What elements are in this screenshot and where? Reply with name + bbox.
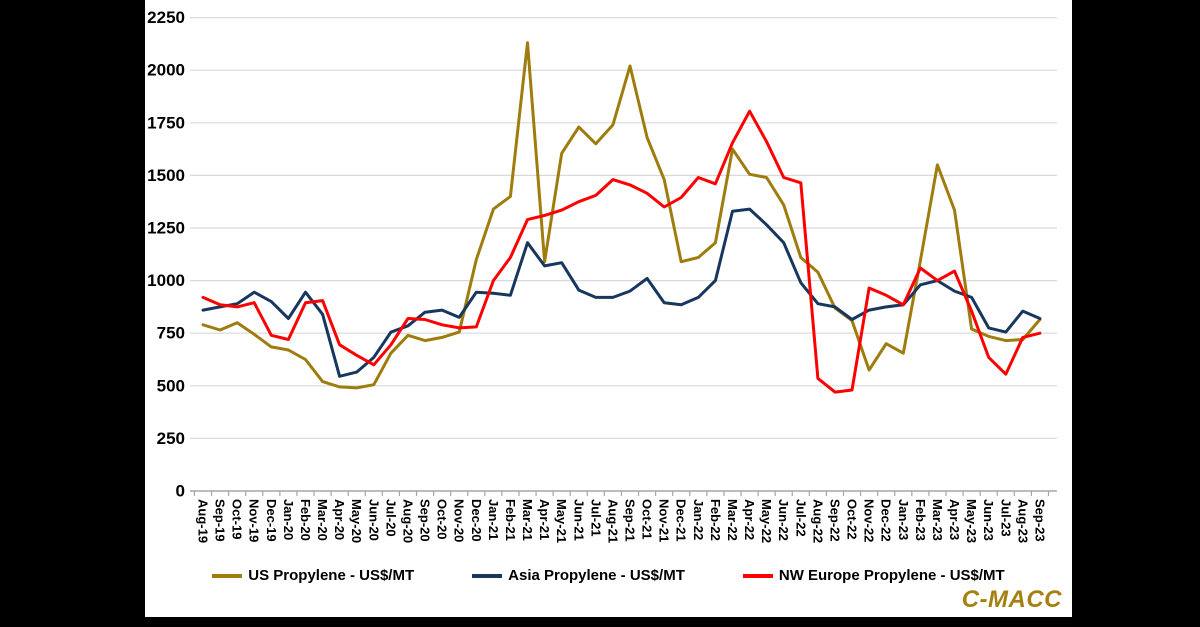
svg-text:Jul-23: Jul-23	[998, 499, 1013, 537]
svg-text:Oct-19: Oct-19	[230, 499, 245, 539]
svg-text:Mar-21: Mar-21	[520, 499, 535, 541]
svg-text:Apr-22: Apr-22	[742, 499, 757, 540]
left-black-bar	[0, 0, 145, 627]
svg-text:Sep-23: Sep-23	[1032, 499, 1047, 542]
svg-text:Jan-20: Jan-20	[281, 499, 296, 540]
svg-text:Jun-20: Jun-20	[366, 499, 381, 541]
svg-text:1250: 1250	[147, 219, 185, 238]
svg-text:Sep-22: Sep-22	[827, 499, 842, 542]
right-black-bar	[1072, 0, 1200, 627]
svg-text:Aug-22: Aug-22	[810, 499, 825, 543]
svg-text:Aug-19: Aug-19	[196, 499, 211, 543]
svg-text:Nov-19: Nov-19	[247, 499, 262, 542]
svg-text:Feb-23: Feb-23	[913, 499, 928, 541]
svg-text:Sep-19: Sep-19	[213, 499, 228, 542]
svg-text:Apr-20: Apr-20	[332, 499, 347, 540]
svg-text:Feb-22: Feb-22	[708, 499, 723, 541]
svg-text:750: 750	[157, 324, 185, 343]
svg-text:Nov-20: Nov-20	[452, 499, 467, 542]
svg-text:Jul-22: Jul-22	[793, 499, 808, 537]
us-propylene-line-swatch-icon	[212, 573, 243, 578]
svg-text:Apr-21: Apr-21	[537, 499, 552, 540]
asia-propylene-line-swatch-icon	[472, 573, 503, 578]
legend-item-us-propylene: US Propylene - US$/MT	[212, 567, 414, 584]
svg-text:Dec-20: Dec-20	[469, 499, 484, 542]
svg-text:2250: 2250	[147, 8, 185, 27]
svg-text:Dec-19: Dec-19	[264, 499, 279, 542]
legend-label: NW Europe Propylene - US$/MT	[778, 567, 1005, 584]
svg-text:0: 0	[176, 482, 185, 501]
svg-text:Aug-21: Aug-21	[605, 499, 620, 543]
svg-text:250: 250	[157, 429, 185, 448]
svg-text:May-23: May-23	[964, 499, 979, 543]
bottom-black-strip	[0, 617, 1200, 627]
svg-text:Nov-21: Nov-21	[657, 499, 672, 542]
svg-text:May-22: May-22	[759, 499, 774, 543]
svg-text:Dec-21: Dec-21	[674, 499, 689, 542]
svg-text:500: 500	[157, 376, 185, 395]
svg-text:Feb-20: Feb-20	[298, 499, 313, 541]
svg-text:Jun-23: Jun-23	[981, 499, 996, 541]
nw-europe-propylene-line-swatch-icon	[742, 573, 773, 578]
svg-text:Sep-20: Sep-20	[418, 499, 433, 542]
svg-text:2000: 2000	[147, 61, 185, 80]
svg-text:Jan-23: Jan-23	[896, 499, 911, 540]
svg-text:Apr-23: Apr-23	[947, 499, 962, 540]
svg-text:Mar-22: Mar-22	[725, 499, 740, 541]
svg-text:Sep-21: Sep-21	[623, 499, 638, 542]
svg-text:Jan-22: Jan-22	[691, 499, 706, 540]
svg-text:Jan-21: Jan-21	[486, 499, 501, 540]
svg-text:Oct-22: Oct-22	[845, 499, 860, 539]
svg-text:Oct-20: Oct-20	[435, 499, 450, 539]
legend-item-asia-propylene: Asia Propylene - US$/MT	[472, 567, 685, 584]
svg-text:Oct-21: Oct-21	[640, 499, 655, 539]
cmacc-logo: C-MACC	[961, 586, 1062, 613]
chart-legend: US Propylene - US$/MT Asia Propylene - U…	[145, 567, 1072, 584]
svg-text:1500: 1500	[147, 166, 185, 185]
svg-text:Jul-20: Jul-20	[383, 499, 398, 537]
svg-text:Nov-22: Nov-22	[862, 499, 877, 542]
svg-text:Jul-21: Jul-21	[588, 499, 603, 537]
legend-label: US Propylene - US$/MT	[248, 567, 415, 584]
svg-text:Dec-22: Dec-22	[879, 499, 894, 542]
svg-text:Aug-23: Aug-23	[1015, 499, 1030, 543]
legend-label: Asia Propylene - US$/MT	[508, 567, 685, 584]
propylene-price-line-chart: 0 250 500 750 1000 1250 1500 1750 2000 2250 Aug-19…	[147, 8, 1057, 543]
svg-text:Aug-20: Aug-20	[400, 499, 415, 543]
svg-text:1750: 1750	[147, 113, 185, 132]
svg-text:1000: 1000	[147, 271, 185, 290]
svg-text:Jun-21: Jun-21	[571, 499, 586, 541]
svg-text:May-21: May-21	[554, 499, 569, 543]
svg-text:Feb-21: Feb-21	[503, 499, 518, 541]
svg-text:May-20: May-20	[349, 499, 364, 543]
svg-text:Mar-20: Mar-20	[315, 499, 330, 541]
chart-panel: 0 250 500 750 1000 1250 1500 1750 2000 2250 Aug-19…	[145, 0, 1072, 617]
svg-text:Mar-23: Mar-23	[930, 499, 945, 541]
legend-item-nw-europe-propylene: NW Europe Propylene - US$/MT	[742, 567, 1005, 584]
svg-text:Jun-22: Jun-22	[776, 499, 791, 541]
